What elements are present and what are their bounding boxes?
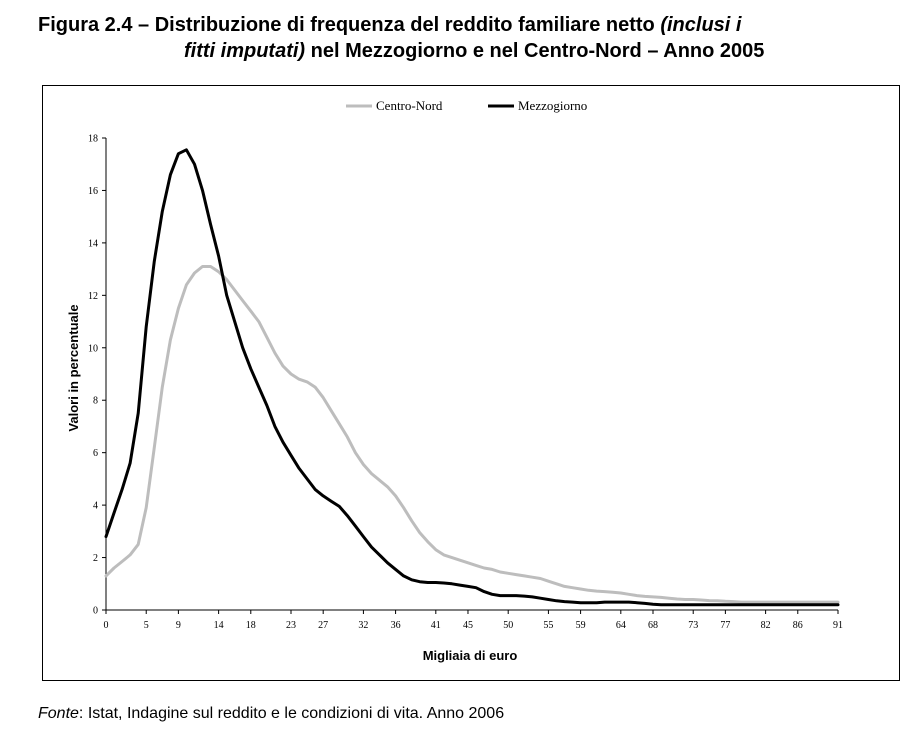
- title-text-1: Figura 2.4 – Distribuzione di frequenza …: [38, 14, 661, 36]
- x-tick-label: 18: [246, 620, 256, 631]
- y-axis-label: Valori in percentuale: [66, 304, 81, 431]
- legend-label-mezzogiorno: Mezzogiorno: [518, 98, 587, 113]
- x-tick-label: 73: [688, 620, 698, 631]
- x-tick-label: 91: [833, 620, 843, 631]
- x-tick-label: 14: [214, 620, 224, 631]
- title-text-4: nel Mezzogiorno e nel Centro-Nord – Anno…: [305, 40, 765, 62]
- x-tick-label: 0: [104, 620, 109, 631]
- x-tick-label: 82: [761, 620, 771, 631]
- y-tick-label: 0: [93, 606, 98, 617]
- y-tick-label: 14: [88, 238, 98, 249]
- x-tick-label: 68: [648, 620, 658, 631]
- legend-label-centro-nord: Centro-Nord: [376, 98, 443, 113]
- x-tick-label: 23: [286, 620, 296, 631]
- x-tick-label: 64: [616, 620, 626, 631]
- y-tick-label: 12: [88, 291, 98, 302]
- x-tick-label: 50: [503, 620, 513, 631]
- x-tick-label: 86: [793, 620, 803, 631]
- y-tick-label: 6: [93, 448, 98, 459]
- chart-legend: Centro-Nord Mezzogiorno: [346, 98, 587, 113]
- x-tick-label: 5: [144, 620, 149, 631]
- x-tick-label: 32: [358, 620, 368, 631]
- y-tick-label: 4: [93, 501, 98, 512]
- y-tick-label: 10: [88, 343, 98, 354]
- x-tick-label: 77: [720, 620, 730, 631]
- x-tick-label: 59: [576, 620, 586, 631]
- series-line-centro-nord: [104, 265, 840, 604]
- x-tick-label: 9: [176, 620, 181, 631]
- series-line-mezzogiorno: [104, 148, 840, 607]
- figure-source: Fonte: Istat, Indagine sul reddito e le …: [38, 705, 504, 723]
- title-text-3: fitti imputati): [184, 40, 306, 62]
- series-layer: [104, 148, 840, 607]
- x-axis-label: Migliaia di euro: [423, 648, 518, 663]
- y-tick-label: 2: [93, 553, 98, 564]
- x-tick-label: 41: [431, 620, 441, 631]
- x-tick-label: 45: [463, 620, 473, 631]
- chart-frame: [42, 85, 900, 681]
- figure-title: Figura 2.4 – Distribuzione di frequenza …: [38, 12, 906, 64]
- x-tick-label: 27: [318, 620, 328, 631]
- title-text-2: (inclusi i: [660, 14, 742, 36]
- x-tick-label: 36: [391, 620, 401, 631]
- source-label: Fonte: [38, 705, 79, 722]
- x-tick-label: 55: [543, 620, 553, 631]
- y-tick-label: 18: [88, 134, 98, 145]
- y-tick-label: 8: [93, 396, 98, 407]
- source-text: : Istat, Indagine sul reddito e le condi…: [78, 705, 505, 722]
- y-tick-label: 16: [88, 186, 98, 197]
